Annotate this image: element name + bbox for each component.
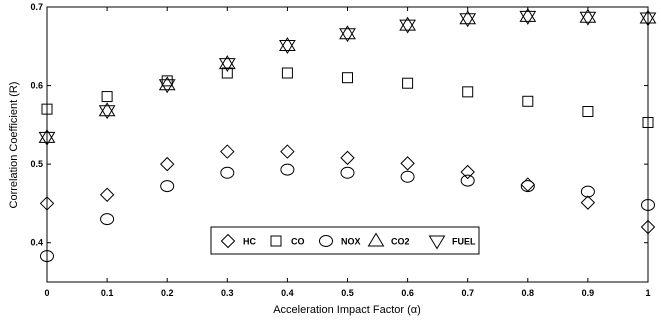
legend-marker-fuel	[428, 235, 446, 250]
x-tick-label: 0.6	[401, 288, 414, 298]
point-fuel	[339, 28, 356, 43]
point-co	[582, 106, 594, 117]
point-co2	[579, 8, 597, 23]
point-hc	[220, 144, 235, 159]
point-nox	[280, 163, 295, 176]
point-hc	[520, 177, 536, 192]
legend-box	[210, 226, 480, 255]
x-tick-label: 0.7	[461, 288, 474, 298]
legend-label-co2: CO2	[391, 237, 410, 247]
axis-ticks	[46, 6, 649, 282]
point-co2	[399, 16, 416, 31]
x-tick-label: 0.8	[522, 288, 535, 298]
series-co	[41, 67, 654, 128]
legend-marker-hc	[220, 233, 236, 249]
point-co	[642, 117, 654, 128]
point-co	[101, 91, 113, 103]
point-co2	[218, 55, 236, 70]
point-nox	[40, 250, 54, 263]
x-axis-label: Acceleration Impact Factor (α)	[273, 304, 421, 316]
point-nox	[460, 174, 475, 187]
x-tick-label: 1	[645, 288, 650, 298]
x-tick-label: 0.5	[341, 288, 354, 298]
point-fuel	[519, 10, 537, 25]
point-co	[281, 67, 293, 79]
point-nox	[220, 166, 235, 179]
y-axis-label: Correlation Coefficient (R)	[8, 82, 20, 209]
point-nox	[160, 180, 175, 193]
point-co2	[459, 10, 477, 25]
tick-labels: 0 0.1 0.2 0.3 0.4 0.5 0.6 0.7 0.8 0.9 1 0.4 0.5 0.6 0.…	[30, 2, 650, 298]
series-hc	[39, 144, 656, 235]
point-co2	[98, 102, 116, 117]
point-fuel	[98, 105, 116, 120]
point-hc	[99, 187, 115, 202]
legend-marker-co2	[367, 232, 385, 247]
point-fuel	[279, 40, 296, 54]
point-hc	[39, 196, 55, 211]
y-tick-label: 0.4	[30, 238, 43, 248]
legend-label-nox: NOX	[341, 237, 361, 247]
point-nox	[400, 170, 415, 183]
point-co2	[519, 7, 537, 22]
series-fuel	[38, 10, 657, 146]
legend-label-co: CO	[291, 237, 305, 247]
legend-label-fuel: FUEL	[452, 237, 476, 247]
point-co	[342, 72, 353, 84]
series-co2	[38, 7, 657, 143]
point-co2	[639, 9, 657, 24]
legend-marker-nox	[319, 235, 333, 247]
y-tick-label: 0.7	[30, 2, 43, 12]
point-hc	[280, 144, 295, 159]
x-tick-label: 0.9	[582, 288, 595, 298]
point-co	[522, 95, 534, 107]
point-hc	[580, 195, 596, 210]
legend: HC CO NOX CO2 FUEL	[210, 226, 480, 255]
point-fuel	[459, 13, 477, 28]
point-fuel	[579, 11, 597, 26]
data-markers	[38, 7, 657, 263]
point-nox	[580, 185, 595, 198]
point-hc	[159, 156, 175, 172]
x-tick-label: 0.1	[101, 288, 114, 298]
x-tick-label: 0.2	[161, 288, 174, 298]
x-tick-label: 0.4	[281, 288, 294, 298]
point-hc	[460, 164, 475, 180]
point-co	[161, 75, 173, 87]
legend-label-hc: HC	[243, 237, 256, 247]
y-tick-label: 0.6	[30, 81, 43, 91]
point-fuel	[639, 12, 657, 27]
point-co2	[339, 25, 356, 40]
x-tick-label: 0	[44, 288, 49, 298]
point-fuel	[399, 19, 416, 34]
point-fuel	[218, 58, 236, 73]
point-co	[41, 103, 53, 115]
point-co2	[279, 37, 296, 51]
point-co	[462, 86, 474, 98]
point-co	[402, 77, 414, 89]
point-fuel	[38, 131, 56, 146]
point-fuel	[158, 79, 176, 94]
series-nox	[40, 163, 655, 263]
point-nox	[100, 213, 115, 226]
point-co2	[158, 76, 176, 91]
point-nox	[340, 166, 355, 179]
point-hc	[640, 219, 656, 235]
point-hc	[340, 150, 355, 166]
point-hc	[400, 156, 415, 171]
legend-marker-co	[270, 235, 282, 247]
point-co2	[38, 128, 56, 143]
point-nox	[520, 180, 535, 193]
y-tick-label: 0.5	[30, 159, 43, 169]
point-nox	[641, 199, 655, 211]
point-co	[221, 67, 233, 79]
x-tick-label: 0.3	[221, 288, 234, 298]
